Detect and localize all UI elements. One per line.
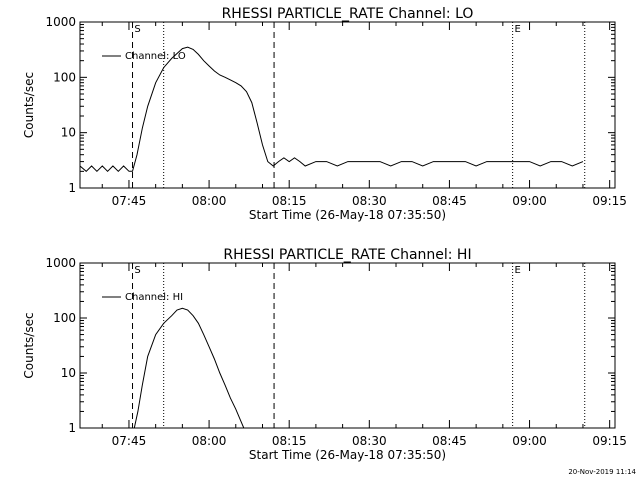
x-tick-label: 09:00 [512,434,547,448]
x-tick-label: 08:00 [192,434,227,448]
x-axis-label: Start Time (26-May-18 07:35:50) [249,208,446,222]
x-tick-label: 09:00 [512,194,547,208]
marker-s: S [134,24,140,35]
panel-hi: RHESSI PARTICLE_RATE Channel: HI 1 10 100 10… [22,247,627,462]
x-tick-label: 08:00 [192,194,227,208]
y-axis-label: Counts/sec [22,312,36,378]
plot-frame [79,21,616,189]
legend-label: Channel: HI [125,292,183,303]
x-tick-label: 08:15 [272,194,307,208]
y-tick-label: 1000 [45,15,76,29]
footer-timestamp: 20-Nov-2019 11:14 [568,468,636,476]
x-tick-label: 09:15 [592,434,627,448]
y-tick-label: 1000 [45,256,76,270]
x-tick-label: 08:15 [272,434,307,448]
y-tick-label: 100 [53,311,76,325]
y-tick-label: 1 [68,181,76,195]
panel-lo: RHESSI PARTICLE_RATE Channel: LO 1 10 100 10… [22,6,627,222]
y-tick-label: 10 [61,126,76,140]
x-tick-label: 09:15 [592,194,627,208]
plot-frame [79,262,616,429]
x-tick-label: 08:45 [432,434,467,448]
chart-title: RHESSI PARTICLE_RATE Channel: HI [223,247,471,263]
marker-e: E [514,24,520,35]
legend-label: Channel: LO [125,51,186,62]
y-tick-label: 10 [61,366,76,380]
x-tick-label: 07:45 [112,194,147,208]
x-tick-label: 08:30 [352,434,387,448]
chart-title: RHESSI PARTICLE_RATE Channel: LO [222,6,474,22]
series-line-0 [79,46,584,173]
x-tick-label: 08:30 [352,194,387,208]
x-tick-label: 08:45 [432,194,467,208]
marker-e: E [514,265,520,276]
x-tick-label: 07:45 [112,434,147,448]
series-line-0 [133,307,245,429]
x-axis-label: Start Time (26-May-18 07:35:50) [249,448,446,462]
marker-s: S [134,265,140,276]
y-tick-label: 1 [68,421,76,435]
y-axis-label: Counts/sec [22,72,36,138]
y-tick-label: 100 [53,70,76,84]
